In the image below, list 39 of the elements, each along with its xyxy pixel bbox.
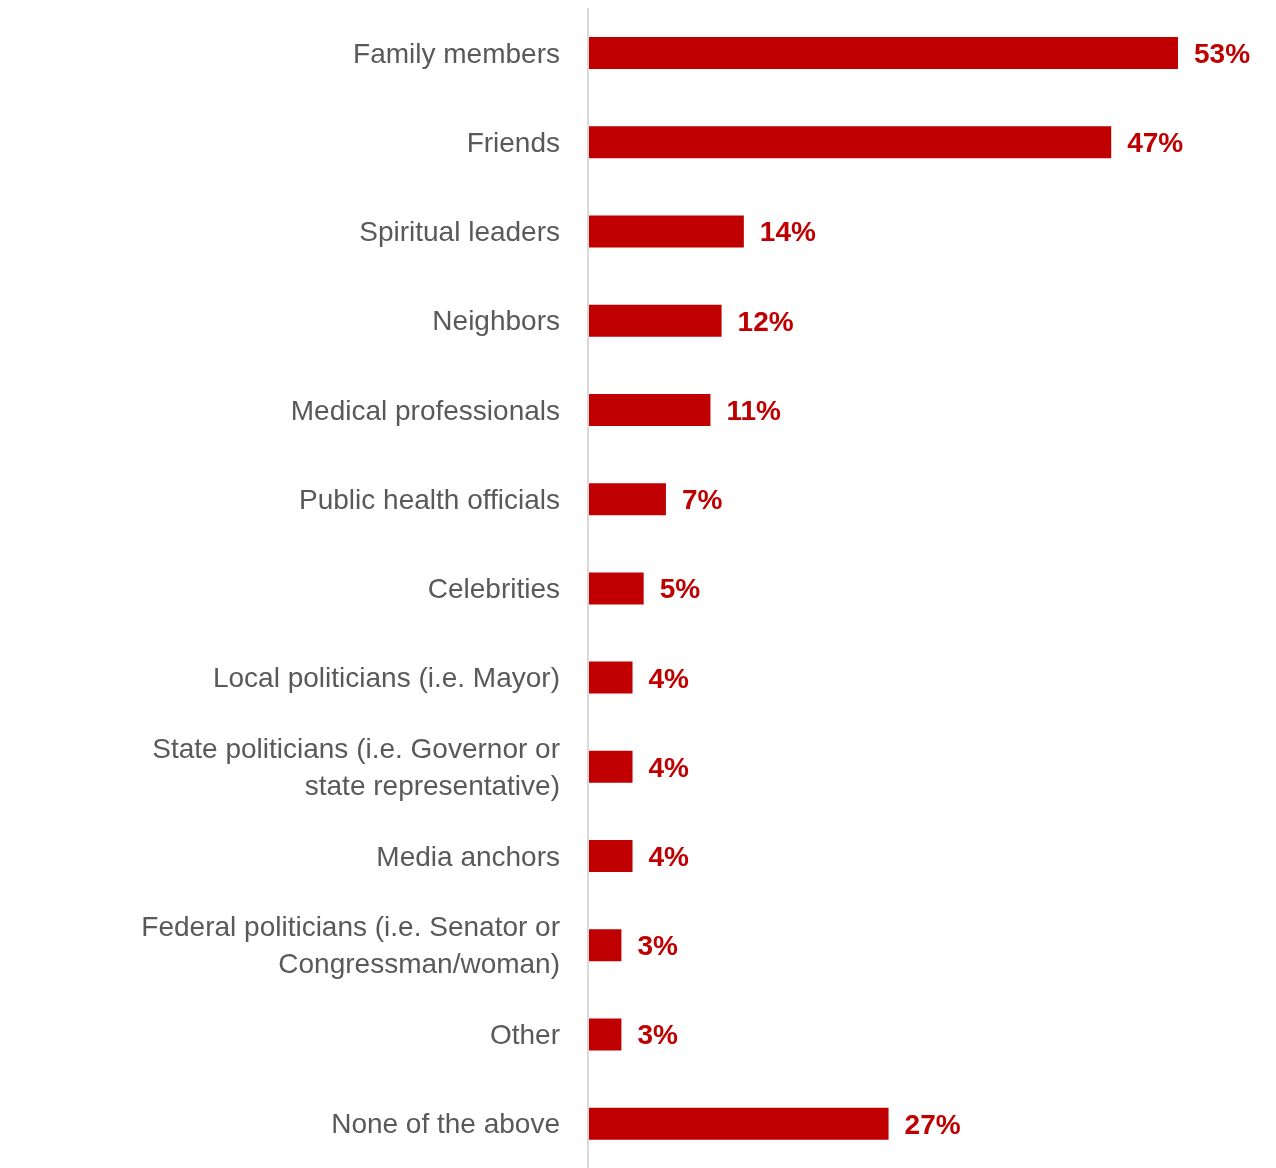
bar <box>588 126 1112 159</box>
y-tick-label: Media anchors <box>376 840 560 872</box>
y-tick-label: Celebrities <box>427 572 560 604</box>
bar <box>588 393 711 426</box>
y-tick-label: None of the above <box>331 1107 560 1139</box>
y-tick-label: Family members <box>353 37 560 69</box>
bar <box>588 1107 889 1140</box>
data-label: 4% <box>648 662 690 694</box>
data-label: 7% <box>681 484 723 516</box>
data-label: 47% <box>1127 127 1184 159</box>
data-label: 14% <box>759 216 816 248</box>
bar <box>588 1018 622 1051</box>
y-tick-label: Local politicians (i.e. Mayor) <box>212 661 560 693</box>
y-tick-label: Other <box>489 1018 560 1050</box>
data-label: 3% <box>637 930 678 962</box>
data-label: 3% <box>637 1019 678 1051</box>
y-tick-label: Public health officials <box>299 483 560 515</box>
bar <box>588 840 633 873</box>
bar <box>588 304 722 337</box>
bar <box>588 661 633 694</box>
y-tick-label: State politicians (i.e. Governor or state representative) <box>152 732 560 801</box>
bar <box>588 483 666 516</box>
bar <box>588 37 1178 69</box>
data-label: 5% <box>659 573 701 605</box>
data-label: 12% <box>737 305 794 337</box>
y-tick-label: Neighbors <box>432 304 560 336</box>
y-tick-label: Friends <box>466 126 560 158</box>
bar <box>588 572 644 605</box>
data-label: 4% <box>648 841 690 873</box>
data-label: 53% <box>1194 37 1251 69</box>
y-tick-label: Medical professionals <box>290 394 560 426</box>
data-label: 4% <box>648 751 690 783</box>
y-tick-label: Federal politicians (i.e. Senator or Congressman/woman) <box>141 910 560 979</box>
y-tick-label: Spiritual leaders <box>359 215 560 247</box>
data-label: 11% <box>726 394 782 426</box>
bar <box>588 929 622 962</box>
bar <box>588 750 633 783</box>
bar <box>588 215 744 248</box>
data-label: 27% <box>904 1108 961 1140</box>
